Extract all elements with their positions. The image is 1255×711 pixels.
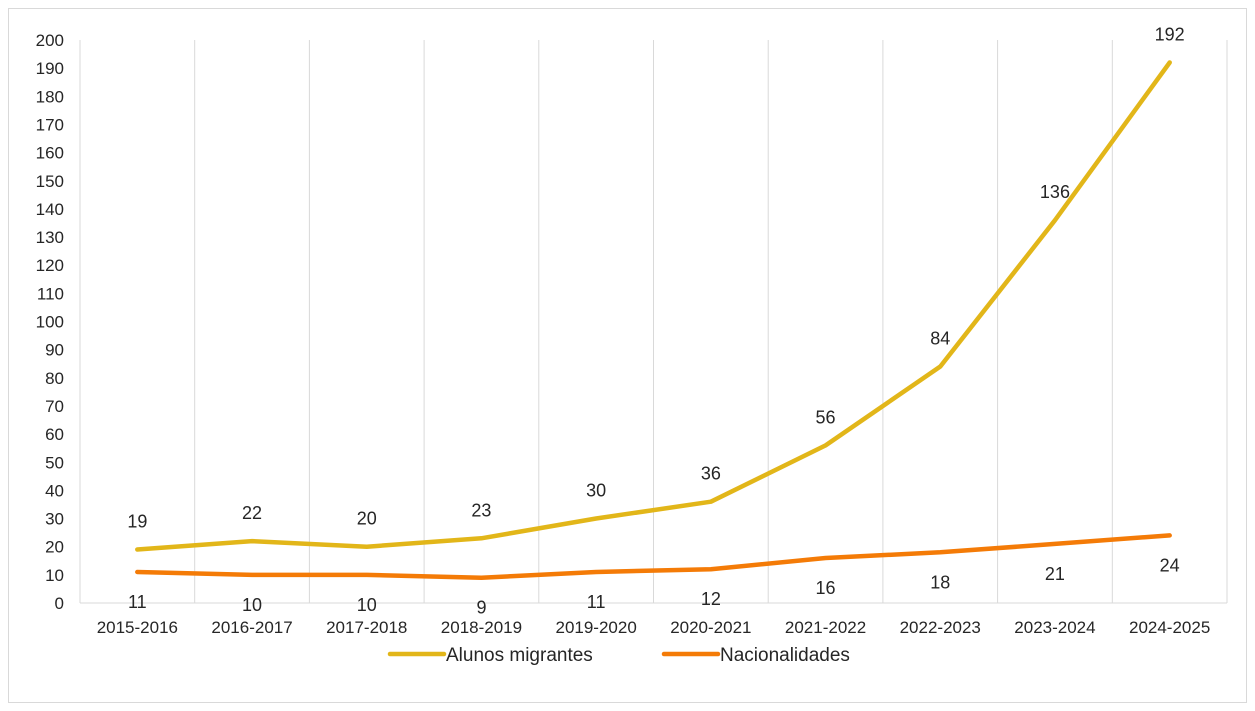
data-label: 20: [357, 509, 377, 529]
x-tick-label: 2019-2020: [555, 618, 636, 637]
y-tick-label: 200: [36, 31, 64, 50]
x-tick-labels: 2015-2016 2016-2017 2017-2018 2018-2019 2019…: [97, 618, 1211, 637]
series-line-0: [135, 60, 1172, 552]
data-label: 192: [1155, 25, 1185, 45]
y-tick-label: 60: [45, 425, 64, 444]
data-label: 22: [242, 503, 262, 523]
data-label: 136: [1040, 182, 1070, 202]
y-tick-label: 140: [36, 200, 64, 219]
legend-label-0: Alunos migrantes: [446, 645, 593, 666]
data-label: 10: [242, 595, 262, 615]
y-tick-label: 120: [36, 256, 64, 275]
y-tick-labels: 0 10 20 30 40 50 60 70 80 90 100 110 120 130 140 150 160…: [36, 31, 64, 613]
y-tick-label: 80: [45, 369, 64, 388]
series-line-1: [135, 533, 1172, 580]
y-tick-label: 30: [45, 510, 64, 529]
y-tick-label: 160: [36, 144, 64, 163]
data-label: 11: [587, 592, 606, 612]
data-label: 16: [816, 578, 836, 598]
data-labels: 19 22 20 23 30 36 56 84 136 192 11 10 10 9 11 12 16 18 21 2…: [127, 25, 1184, 618]
legend: Alunos migrantes Nacionalidades: [387, 645, 850, 666]
data-label: 30: [586, 481, 606, 501]
x-tick-label: 2016-2017: [211, 618, 292, 637]
y-tick-label: 150: [36, 172, 64, 191]
y-tick-label: 20: [45, 538, 64, 557]
data-label: 12: [701, 589, 721, 609]
data-label: 84: [930, 329, 950, 349]
x-tick-label: 2023-2024: [1014, 618, 1095, 637]
y-tick-label: 190: [36, 59, 64, 78]
series-lines: [135, 60, 1172, 580]
y-tick-label: 40: [45, 481, 64, 500]
y-tick-label: 90: [45, 341, 64, 360]
data-label: 18: [930, 572, 950, 592]
x-tick-label: 2024-2025: [1129, 618, 1210, 637]
chart-frame: [8, 8, 1247, 703]
data-label: 11: [128, 592, 147, 612]
data-label: 36: [701, 464, 721, 484]
x-tick-label: 2022-2023: [900, 618, 981, 637]
x-tick-label: 2021-2022: [785, 618, 866, 637]
y-tick-label: 10: [45, 566, 64, 585]
y-tick-label: 100: [36, 313, 64, 332]
y-tick-label: 180: [36, 87, 64, 106]
y-tick-label: 0: [55, 594, 64, 613]
x-tick-label: 2017-2018: [326, 618, 407, 637]
data-label: 10: [357, 595, 377, 615]
x-tick-label: 2015-2016: [97, 618, 178, 637]
x-tick-label: 2020-2021: [670, 618, 751, 637]
legend-label-1: Nacionalidades: [720, 645, 850, 666]
y-tick-label: 50: [45, 453, 64, 472]
x-tick-label: 2018-2019: [441, 618, 522, 637]
data-label: 21: [1045, 564, 1065, 584]
data-label: 9: [476, 598, 486, 618]
y-tick-label: 110: [37, 284, 64, 303]
y-tick-label: 170: [36, 115, 64, 134]
y-tick-label: 130: [36, 228, 64, 247]
data-label: 23: [471, 500, 491, 520]
data-label: 24: [1160, 555, 1180, 575]
data-label: 56: [816, 407, 836, 427]
y-tick-label: 70: [45, 397, 64, 416]
data-label: 19: [127, 512, 147, 532]
